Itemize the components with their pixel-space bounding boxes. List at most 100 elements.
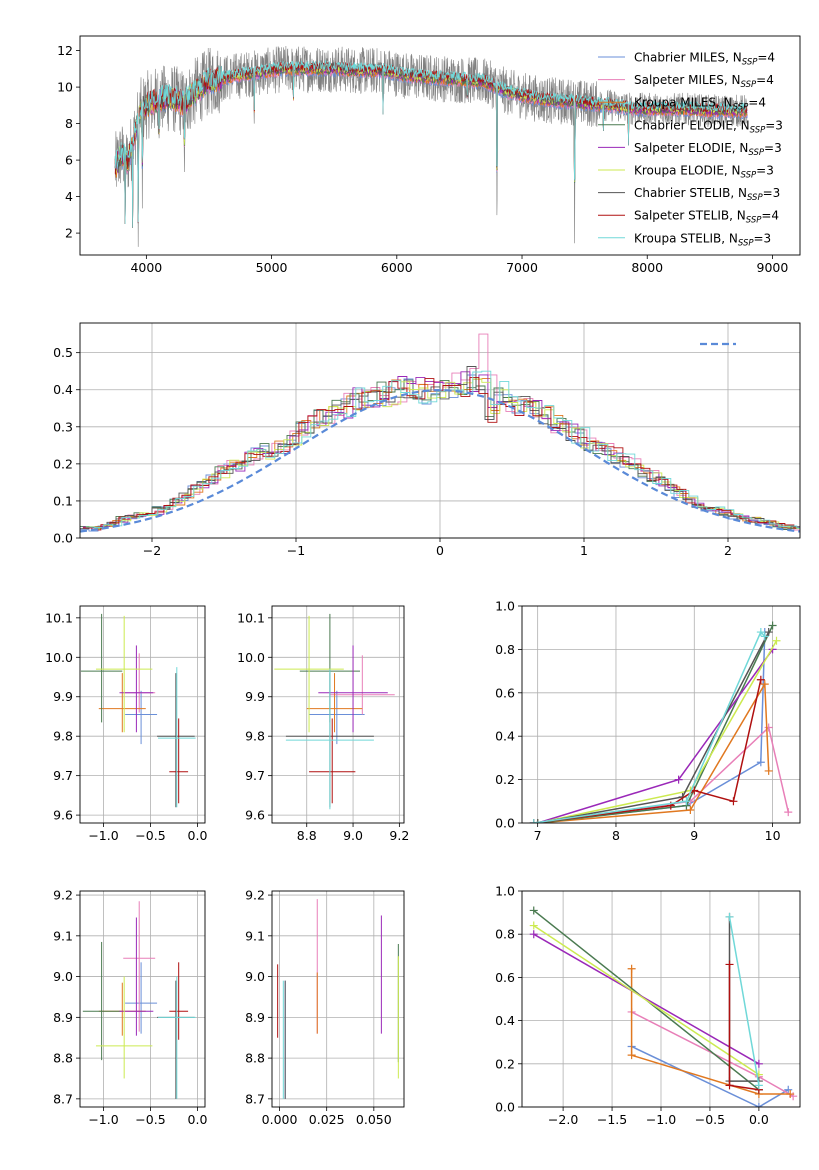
weight-point-marker bbox=[754, 1081, 763, 1090]
x-tick-label: 9.0 bbox=[343, 828, 363, 843]
weight-line bbox=[728, 916, 760, 1086]
y-tick-label: 1.0 bbox=[495, 884, 515, 899]
axes-frame bbox=[521, 605, 801, 824]
weight-point-marker bbox=[686, 805, 695, 814]
y-tick-label: 0.6 bbox=[495, 970, 515, 985]
x-tick-label: 0.025 bbox=[309, 1112, 345, 1127]
spectrum-plot-area bbox=[114, 45, 748, 247]
x-tick-label: 8000 bbox=[631, 260, 663, 275]
y-tick-label: 8.7 bbox=[53, 1091, 73, 1106]
weight-point-marker bbox=[756, 675, 765, 684]
y-tick-label: 0.4 bbox=[53, 382, 73, 397]
weight-point-marker bbox=[760, 632, 769, 641]
legend-label: Chabrier MILES, NSSP=4 bbox=[634, 51, 775, 68]
x-tick-label: 0.0 bbox=[188, 828, 208, 843]
legend-label: Kroupa ELODIE, NSSP=3 bbox=[634, 164, 774, 181]
legend-label-text: Kroupa STELIB, N bbox=[634, 231, 738, 245]
y-tick-label: 12 bbox=[57, 43, 73, 58]
x-tick-label: 1 bbox=[580, 543, 588, 558]
weight-line bbox=[533, 630, 766, 823]
x-tick-label: −1 bbox=[287, 543, 305, 558]
y-tick-label: 8.8 bbox=[53, 1051, 73, 1066]
y-tick-label: 8.8 bbox=[245, 1051, 265, 1066]
axes-frame bbox=[79, 35, 801, 256]
weight-line bbox=[537, 631, 770, 823]
normal-curve-line bbox=[80, 388, 800, 533]
x-tick-label: 6000 bbox=[381, 260, 413, 275]
legend-label-n: =4 bbox=[761, 209, 779, 223]
x-tick-label: 0.000 bbox=[262, 1112, 298, 1127]
y-tick-label: 8 bbox=[65, 116, 73, 131]
x-tick-label: 2 bbox=[724, 543, 732, 558]
axes-frame bbox=[79, 322, 801, 539]
legend-label-n: =4 bbox=[757, 51, 775, 65]
legend-label: Salpeter ELODIE, NSSP=3 bbox=[634, 141, 782, 158]
y-tick-label: 10.1 bbox=[237, 610, 265, 625]
weight-line bbox=[537, 640, 778, 823]
weight-point-marker bbox=[729, 797, 738, 806]
y-tick-label: 0.6 bbox=[495, 685, 515, 700]
x-tick-label: 9 bbox=[690, 828, 698, 843]
x-tick-label: −0.5 bbox=[135, 828, 165, 843]
legend-label-sub: SSP bbox=[747, 193, 763, 203]
axes-frame bbox=[79, 605, 206, 824]
weight-point-marker bbox=[772, 636, 781, 645]
age-vs-Z-plot-area bbox=[80, 613, 196, 808]
x-tick-label: 0.050 bbox=[356, 1112, 392, 1127]
legend-label-sub: SSP bbox=[738, 238, 754, 248]
weight-point-marker bbox=[725, 1081, 734, 1090]
legend-label-n: =4 bbox=[748, 96, 766, 110]
legend-label-n: =3 bbox=[756, 164, 774, 178]
legend-label-n: =3 bbox=[765, 118, 783, 132]
y-tick-label: 10 bbox=[57, 80, 73, 95]
weight-line bbox=[537, 625, 774, 823]
weight-point-marker bbox=[784, 808, 793, 817]
y-tick-label: 0.8 bbox=[495, 927, 515, 942]
weight-point-marker bbox=[529, 930, 538, 939]
weight-point-marker bbox=[533, 819, 542, 823]
legend-label-sub: SSP bbox=[746, 216, 762, 226]
weight-point-marker bbox=[529, 819, 538, 823]
y-tick-label: 9.0 bbox=[245, 969, 265, 984]
y-tick-label: 0.2 bbox=[495, 1056, 515, 1071]
weight-point-marker bbox=[786, 1090, 795, 1099]
y-tick-label: 9.1 bbox=[53, 928, 73, 943]
legend-label-n: =4 bbox=[756, 73, 774, 87]
weight-vs-Z-chart: −2.0 −1.5 −1.0 −0.5 0.0 0.0 0.2 0.4 0.6 0.8 1.0 bbox=[495, 884, 801, 1127]
x-tick-label: −2.0 bbox=[548, 1112, 578, 1127]
weight-vs-Z-plot-area bbox=[529, 906, 798, 1107]
y-tick-label: 8.9 bbox=[245, 1010, 265, 1025]
x-tick-label: 0 bbox=[436, 543, 444, 558]
x-tick-label: 5000 bbox=[256, 260, 288, 275]
x-tick-label: −1.0 bbox=[646, 1112, 676, 1127]
residuals-plot-area bbox=[80, 333, 800, 533]
legend-label-n: =3 bbox=[764, 141, 782, 155]
legend-label-text: Salpeter ELODIE, N bbox=[634, 141, 748, 155]
weight-point-marker bbox=[674, 775, 683, 784]
y-tick-label: 0.0 bbox=[53, 531, 73, 546]
y-tick-label: 9.6 bbox=[53, 808, 73, 823]
y-tick-label: 0.0 bbox=[495, 1100, 515, 1115]
legend-label: Salpeter MILES, NSSP=4 bbox=[634, 73, 774, 90]
x-tick-label: 8 bbox=[612, 828, 620, 843]
y-tick-label: 9.2 bbox=[53, 888, 73, 903]
weight-point-marker bbox=[627, 964, 636, 973]
y-tick-label: 9.2 bbox=[245, 888, 265, 903]
mass-vs-Z-chart: −1.0 −0.5 0.0 8.7 8.8 8.9 9.0 9.1 9.2 bbox=[53, 888, 207, 1127]
weight-point-marker bbox=[764, 628, 773, 637]
y-tick-label: 0.4 bbox=[495, 729, 515, 744]
x-tick-label: 0.0 bbox=[749, 1112, 769, 1127]
weight-point-marker bbox=[682, 797, 691, 806]
y-tick-label: 1.0 bbox=[495, 599, 515, 614]
x-tick-label: −1.0 bbox=[88, 1112, 118, 1127]
x-tick-label: −1.5 bbox=[597, 1112, 627, 1127]
y-tick-label: 0.1 bbox=[53, 493, 73, 508]
x-tick-label: 4000 bbox=[130, 260, 162, 275]
weight-line bbox=[630, 968, 791, 1095]
legend-label-n: =3 bbox=[763, 186, 781, 200]
mass-vs-ebv-chart: 0.000 0.025 0.050 8.7 8.8 8.9 9.0 9.1 9.2 bbox=[245, 888, 405, 1127]
x-tick-label: 7000 bbox=[506, 260, 538, 275]
legend-label-text: Chabrier ELODIE, N bbox=[634, 118, 750, 132]
weight-point-marker bbox=[756, 758, 765, 767]
